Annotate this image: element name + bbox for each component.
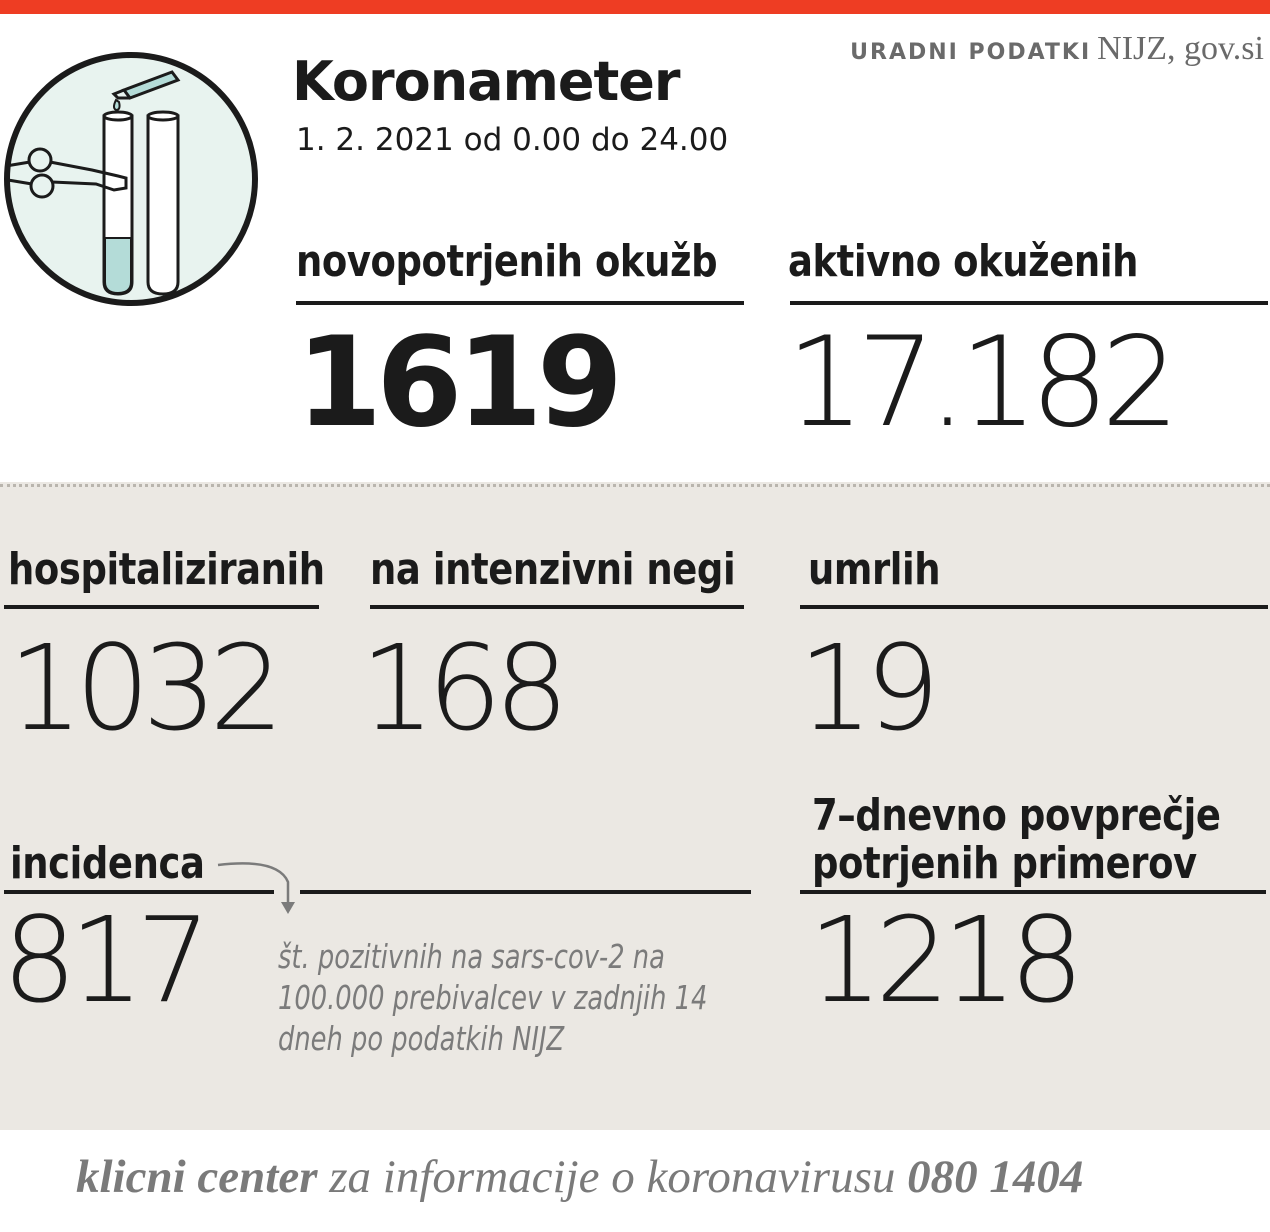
- hospitalized-rule: [4, 605, 319, 609]
- incidence-value: 817: [2, 891, 211, 1029]
- incidence-rule: [4, 890, 274, 894]
- weekly-average-label-line1: 7–dnevno povprečje: [812, 790, 1221, 841]
- dotted-divider: [0, 484, 1270, 487]
- incidence-note: št. pozitivnih na sars-cov-2 na 100.000 …: [278, 937, 708, 1058]
- hospitalized-label: hospitaliziranih: [8, 544, 325, 595]
- incidence-note-rule: [300, 890, 751, 894]
- new-infections-rule: [296, 301, 744, 305]
- active-infected-value: 17.182: [786, 311, 1180, 455]
- curved-arrow-icon: [217, 862, 295, 914]
- weekly-average-value: 1218: [808, 891, 1084, 1029]
- hotline-number[interactable]: 080 1404: [907, 1151, 1084, 1203]
- deaths-rule: [800, 605, 1268, 609]
- new-infections-label: novopotrjenih okužb: [296, 236, 718, 287]
- stats-panel: [0, 482, 1270, 1130]
- source-value: NIJZ, gov.si: [1097, 30, 1264, 67]
- intensive-care-value: 168: [360, 619, 569, 757]
- page-title: Koronameter: [292, 50, 681, 113]
- top-accent-bar: [0, 0, 1270, 14]
- intensive-care-label: na intenzivni negi: [370, 544, 736, 595]
- intensive-care-rule: [370, 605, 744, 609]
- weekly-average-label-line2: potrjenih primerov: [812, 838, 1197, 889]
- data-source: URADNI PODATKI NIJZ, gov.si: [850, 30, 1264, 68]
- hotline-footer: klicni center za informacije o koronavir…: [76, 1150, 1083, 1204]
- incidence-label: incidenca: [10, 838, 205, 889]
- hotline-name: klicni center: [76, 1151, 318, 1203]
- source-label: URADNI PODATKI: [850, 40, 1092, 65]
- deaths-value: 19: [798, 619, 940, 757]
- new-infections-value: 1619: [296, 311, 623, 455]
- active-infected-label: aktivno okuženih: [788, 236, 1138, 287]
- date-range: 1. 2. 2021 od 0.00 do 24.00: [296, 122, 729, 158]
- deaths-label: umrlih: [808, 544, 941, 595]
- hotline-text: za informacije o koronavirusu: [329, 1151, 896, 1203]
- weekly-average-rule: [800, 890, 1266, 894]
- hospitalized-value: 1032: [8, 619, 284, 757]
- active-infected-rule: [790, 301, 1268, 305]
- test-tubes-icon: [4, 52, 258, 306]
